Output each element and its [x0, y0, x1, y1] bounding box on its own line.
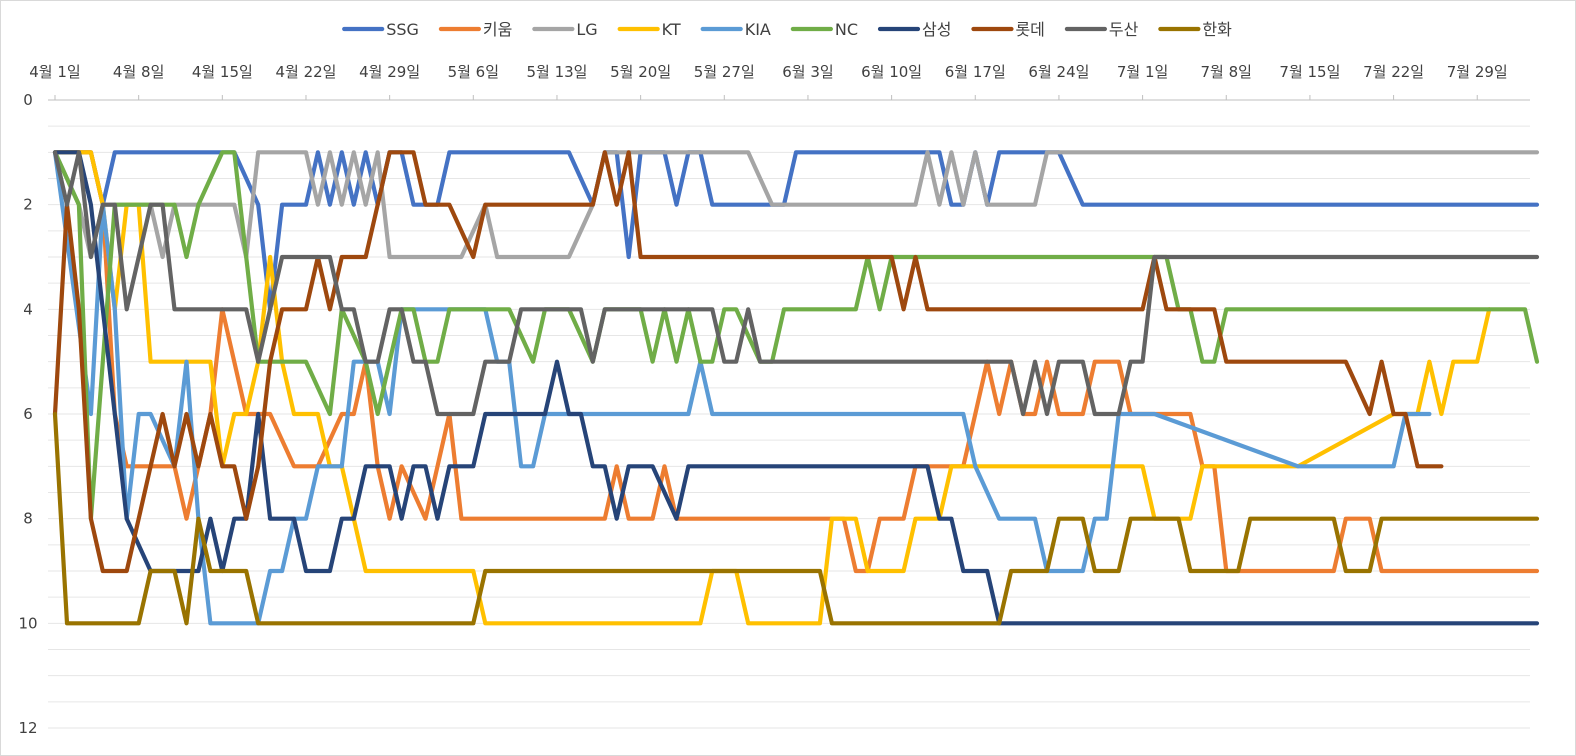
x-tick-label: 4월 8일 [113, 63, 164, 81]
y-tick-label: 12 [18, 719, 37, 737]
x-tick-label: 6월 17일 [945, 63, 1006, 81]
x-tick-label: 7월 15일 [1279, 63, 1340, 81]
x-tick-label: 5월 27일 [694, 63, 755, 81]
x-tick-label: 5월 6일 [448, 63, 499, 81]
x-tick-label: 6월 3일 [782, 63, 833, 81]
x-tick-label: 7월 29일 [1447, 63, 1508, 81]
legend-label: 삼성 [922, 20, 951, 39]
x-tick-label: 5월 20일 [610, 63, 671, 81]
x-tick-label: 7월 22일 [1363, 63, 1424, 81]
series-lines [52, 150, 1540, 626]
legend-label: KT [662, 20, 681, 39]
x-tick-label: 7월 1일 [1117, 63, 1168, 81]
y-tick-label: 6 [23, 405, 33, 423]
legend-label: 키움 [483, 20, 512, 39]
y-tick-label: 4 [23, 300, 33, 318]
legend-label: LG [576, 20, 597, 39]
y-tick-label: 2 [23, 196, 33, 214]
legend: SSG 키움 LG KT KIA NC 삼성 롯데 두산 한화 [342, 20, 1232, 39]
legend-label: 두산 [1109, 20, 1139, 39]
legend-label: 한화 [1202, 20, 1232, 39]
series-line-NC [52, 150, 1540, 521]
x-tick-label: 6월 10일 [861, 63, 922, 81]
x-tick-label: 4월 22일 [275, 63, 336, 81]
axes: 4월 1일 4월 8일 4월 15일 4월 22일 4월 29일 5월 6일 5월 13일 5… [18, 63, 1530, 737]
y-tick-label: 10 [18, 614, 37, 632]
series-line-삼성 [52, 150, 1540, 626]
x-tick-label: 4월 29일 [359, 63, 420, 81]
series-line-KIA [52, 150, 1432, 626]
series-line-롯데 [52, 150, 1444, 574]
y-tick-label: 0 [23, 91, 33, 109]
legend-label: NC [835, 20, 858, 39]
x-tick-label: 4월 1일 [29, 63, 80, 81]
series-line-한화 [52, 411, 1540, 626]
legend-label: KIA [745, 20, 771, 39]
x-tick-label: 6월 24일 [1028, 63, 1089, 81]
legend-label: SSG [386, 20, 419, 39]
x-tick-label: 4월 15일 [192, 63, 253, 81]
legend-label: 롯데 [1015, 20, 1044, 39]
x-tick-label: 7월 8일 [1201, 63, 1252, 81]
y-tick-label: 8 [23, 510, 33, 528]
x-tick-label: 5월 13일 [526, 63, 587, 81]
series-line-두산 [52, 150, 1540, 417]
